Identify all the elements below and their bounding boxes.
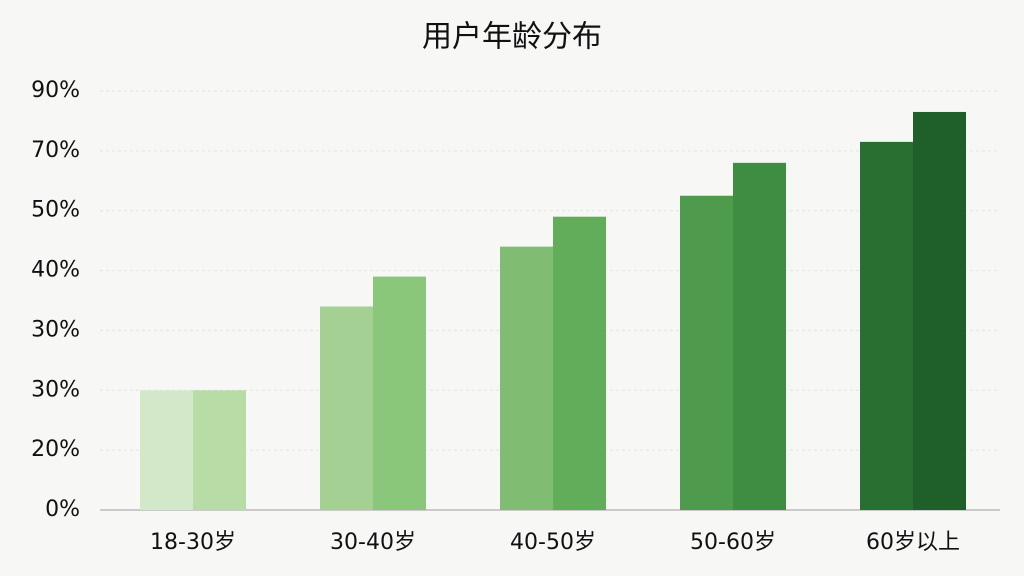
y-tick-label: 30% (31, 377, 80, 402)
bar (500, 246, 553, 510)
y-tick-label: 90% (31, 78, 80, 103)
y-tick-label: 70% (31, 138, 80, 163)
bar (553, 216, 606, 510)
x-tick-label: 18-30岁 (150, 530, 236, 555)
bar (320, 306, 373, 510)
y-tick-label: 30% (31, 317, 80, 342)
chart-title: 用户年龄分布 (422, 20, 602, 55)
x-tick-label: 40-50岁 (510, 530, 596, 555)
bar (140, 390, 193, 510)
y-tick-label: 0% (45, 497, 80, 522)
bar (680, 195, 733, 510)
y-tick-label: 50% (31, 198, 80, 223)
x-tick-label: 50-60岁 (690, 530, 776, 555)
x-tick-label: 60岁以上 (866, 530, 960, 555)
y-tick-label: 20% (31, 437, 80, 462)
y-tick-label: 40% (31, 258, 80, 283)
bar (860, 141, 913, 510)
bar (913, 111, 966, 510)
bar (373, 276, 426, 510)
x-tick-label: 30-40岁 (330, 530, 416, 555)
bar (733, 162, 786, 511)
bar (193, 390, 246, 510)
